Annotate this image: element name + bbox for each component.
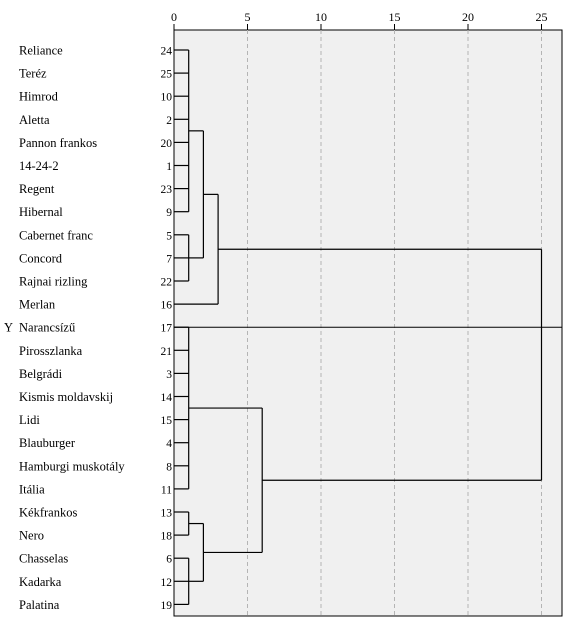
- leaf-id-14: 14: [161, 392, 173, 404]
- x-axis: 0 5 10 15 20 25: [171, 10, 548, 30]
- dendrogram-links: [174, 49, 543, 606]
- leaf-id-4: 4: [166, 438, 172, 450]
- leaf-name-22: Rajnai rizling: [19, 275, 88, 289]
- leaf-name-2: Aletta: [19, 113, 50, 127]
- leaf-id-20: 20: [161, 138, 173, 150]
- leaf-id-12: 12: [161, 577, 173, 589]
- selection-marker: Y: [4, 321, 13, 335]
- leaf-name-15: Lidi: [19, 413, 40, 427]
- plot-area: [173, 29, 563, 617]
- leaf-name-18: Nero: [19, 529, 44, 543]
- leaf-id-17: 17: [161, 323, 173, 335]
- leaf-id-10: 10: [161, 92, 173, 104]
- leaf-name-9: Hibernal: [19, 205, 63, 219]
- leaf-id-24: 24: [161, 46, 173, 58]
- leaf-id-3: 3: [166, 369, 172, 381]
- tick-label-25: 25: [536, 10, 548, 24]
- tick-label-20: 20: [462, 10, 474, 24]
- leaf-id-8: 8: [166, 461, 172, 473]
- leaf-id-16: 16: [161, 300, 173, 312]
- leaf-name-12: Kadarka: [19, 575, 62, 589]
- leaf-id-11: 11: [161, 484, 172, 496]
- leaf-id-7: 7: [166, 253, 172, 265]
- leaf-name-6: Chasselas: [19, 552, 68, 566]
- leaf-labels: Reliance 24 Teréz 25 Himrod 10 Aletta 2 Pannon f…: [19, 44, 172, 612]
- leaf-name-16: Merlan: [19, 298, 56, 312]
- leaf-name-5: Cabernet franc: [19, 228, 93, 242]
- leaf-id-6: 6: [166, 554, 172, 566]
- leaf-name-14: Kismis moldavskij: [19, 390, 113, 404]
- tick-label-5: 5: [245, 10, 251, 24]
- leaf-id-9: 9: [166, 207, 172, 219]
- leaf-name-13: Kékfrankos: [19, 506, 77, 520]
- leaf-id-19: 19: [161, 600, 173, 612]
- leaf-name-1: 14-24-2: [19, 159, 59, 173]
- leaf-name-11: Itália: [19, 482, 45, 496]
- leaf-name-25: Teréz: [19, 67, 47, 81]
- leaf-id-23: 23: [161, 184, 173, 196]
- leaf-id-21: 21: [161, 346, 173, 358]
- leaf-id-25: 25: [161, 69, 173, 81]
- leaf-name-21: Pirosszlanka: [19, 344, 83, 358]
- leaf-name-3: Belgrádi: [19, 367, 63, 381]
- leaf-name-24: Reliance: [19, 44, 63, 58]
- leaf-id-18: 18: [161, 531, 173, 543]
- leaf-name-8: Hamburgi muskotály: [19, 459, 125, 473]
- leaf-name-19: Palatina: [19, 598, 60, 612]
- leaf-name-20: Pannon frankos: [19, 136, 97, 150]
- leaf-id-5: 5: [166, 230, 172, 242]
- leaf-id-15: 15: [161, 415, 173, 427]
- tick-label-15: 15: [389, 10, 401, 24]
- leaf-id-22: 22: [161, 277, 173, 289]
- tick-label-0: 0: [171, 10, 177, 24]
- leaf-name-7: Concord: [19, 251, 63, 265]
- leaf-id-2: 2: [166, 115, 172, 127]
- leaf-name-4: Blauburger: [19, 436, 76, 450]
- leaf-name-23: Regent: [19, 182, 55, 196]
- leaf-name-17: Narancsízű: [19, 321, 76, 335]
- leaf-id-13: 13: [161, 508, 173, 520]
- tick-label-10: 10: [315, 10, 327, 24]
- leaf-id-1: 1: [166, 161, 172, 173]
- leaf-name-10: Himrod: [19, 90, 59, 104]
